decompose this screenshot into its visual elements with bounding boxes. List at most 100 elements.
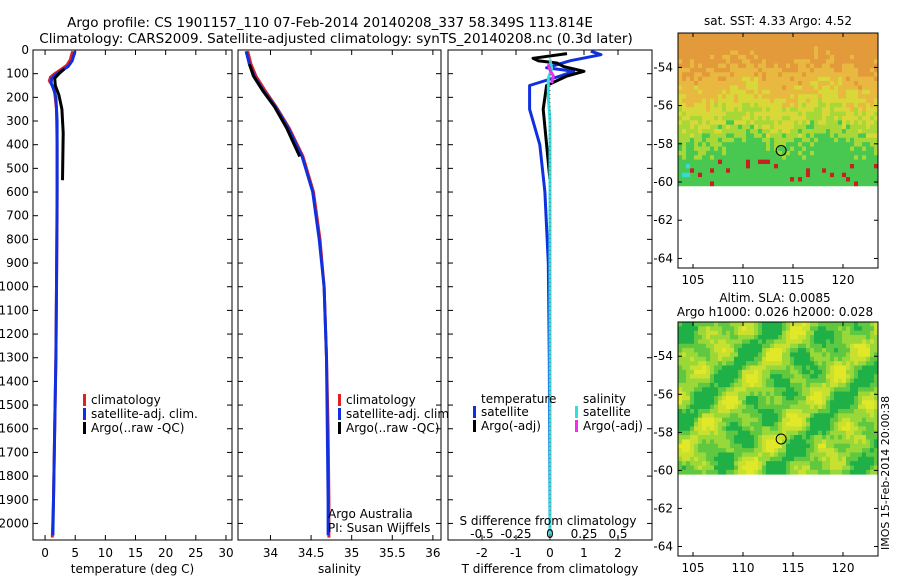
map-cell [870,435,875,440]
map-cell [738,37,743,43]
map-cell [722,155,727,161]
map-cell [790,85,795,91]
map-cell [734,352,739,358]
map-cell [826,343,831,349]
map-cell [754,330,759,336]
map-cell [810,129,815,134]
map-cell [834,461,839,466]
map-cell [706,168,711,174]
map-cell [770,339,775,345]
map-cell [722,387,727,392]
map-cell [862,469,867,475]
map-cell [714,129,719,134]
map-cell [854,382,859,388]
map-cell [798,81,803,86]
map-cell [778,361,783,366]
map-cell [754,59,759,64]
map-cell [818,164,823,169]
map-cell [838,395,843,401]
map-cell [718,46,723,51]
map-cell [838,326,843,332]
map-cell [802,102,807,108]
map-cell [826,89,831,95]
map-cell [834,98,839,104]
map-cell [734,33,739,38]
map-cell [822,400,827,406]
map-cell [766,67,771,73]
map-cell [722,150,727,156]
map-cell [870,85,875,91]
map-cell [730,133,735,139]
map-cell [838,115,843,121]
map-cell [710,348,715,353]
map-cell [846,391,851,397]
map-cell [742,120,747,126]
map-cell [774,137,779,143]
map-cell [746,374,751,379]
map-cell [814,322,819,327]
map-cell [722,369,727,375]
map-cell [742,426,747,432]
map-cell [826,59,831,64]
map-cell [682,356,687,362]
map-cell [858,107,863,113]
map-cell [822,448,827,453]
map-cell [826,181,831,187]
map-cell [690,395,695,401]
map-cell [818,146,823,152]
map-cell [686,422,691,427]
map-cell [726,72,731,78]
map-cell [722,426,727,432]
map-cell [746,85,751,91]
map-cell [694,94,699,99]
map-cell [802,456,807,462]
map-cell [738,330,743,336]
map-cell [830,124,835,130]
map-cell [858,133,863,139]
map-cell [822,137,827,143]
map-cell [874,326,879,332]
map-cell [758,365,763,371]
map-cell [722,356,727,362]
map-cell [730,326,735,332]
map-cell [794,59,799,64]
map-cell [846,67,851,73]
map-cell [754,94,759,99]
map-cell [730,404,735,410]
map-cell [830,150,835,156]
map-cell [842,115,847,121]
map-cell [846,422,851,427]
map-cell [842,361,847,366]
map-cell [678,369,683,375]
map-cell [834,417,839,423]
map-cell [830,59,835,64]
map-cell [806,426,811,432]
map-cell [750,439,755,445]
s-tick-label: 0 [546,527,554,541]
map-cell [798,111,803,117]
map-cell [822,439,827,445]
map-cell [838,54,843,60]
map-cell [838,76,843,82]
map-cell [682,89,687,95]
map-cell [846,374,851,379]
map-cell [754,422,759,427]
map-cell [730,374,735,379]
map-cell [782,102,787,108]
map-cell [838,85,843,91]
map-cell [806,422,811,427]
map-cell [682,46,687,51]
map-cell [806,129,811,134]
map-cell [690,430,695,436]
map-cell [822,339,827,345]
map-cell [806,76,811,82]
map-cell [854,330,859,336]
map-cell [826,168,831,174]
map-cell [690,155,695,161]
map-cell [826,37,831,43]
map-cell [690,465,695,471]
map-cell [818,67,823,73]
map-cell [862,408,867,414]
map-cell [750,456,755,462]
map-cell [726,89,731,95]
